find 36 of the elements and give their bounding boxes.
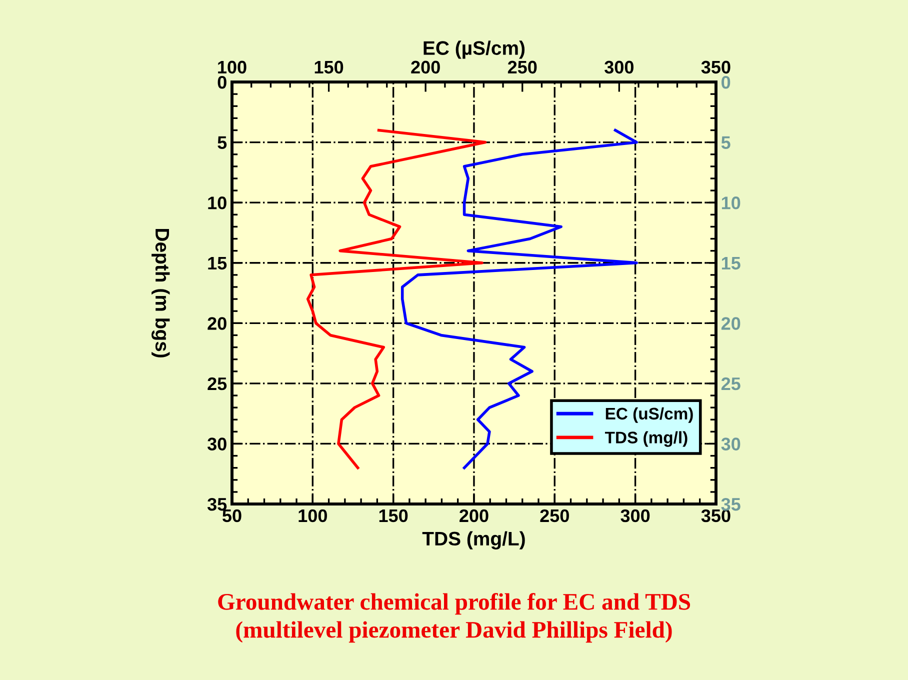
y-tick-label: 15 xyxy=(208,256,227,270)
text: Groundwater chemical profile for EC and TDS (multilevel piezometer David Phillips Field) xyxy=(218,592,690,643)
y-tick-label: 35 xyxy=(207,498,227,511)
y-axis-title: Depth (m bgs) xyxy=(151,228,170,358)
y2-tick-label: 0 xyxy=(722,76,730,89)
y-tick-label: 10 xyxy=(208,196,226,210)
x-axis-title: TDS (mg/L) xyxy=(422,531,525,550)
y2-tick-label: 25 xyxy=(721,377,740,390)
x2-tick-label: 350 xyxy=(701,60,730,74)
x-tick-label: 250 xyxy=(540,509,569,522)
y-tick-label: 30 xyxy=(207,438,226,450)
x-tick-label: 300 xyxy=(620,509,650,522)
x2-tick-label: 300 xyxy=(604,60,634,74)
y2-tick-label: 5 xyxy=(721,136,730,150)
y2-tick-label: 10 xyxy=(722,196,740,210)
x2-tick-label: 150 xyxy=(314,60,344,74)
y-tick-label: 20 xyxy=(208,317,226,330)
y2-tick-label: 15 xyxy=(722,256,740,270)
y2-tick-label: 35 xyxy=(721,498,740,511)
y2-tick-label: 20 xyxy=(721,317,740,330)
y2-tick-label: 30 xyxy=(721,438,740,450)
x-tick-label: 100 xyxy=(298,509,327,522)
x-tick-label: 350 xyxy=(701,509,730,522)
x2-tick-label: 250 xyxy=(508,60,537,74)
legend-label: TDS (mg/l) xyxy=(604,431,688,447)
y-tick-label: 25 xyxy=(208,377,227,390)
x2-axis-title: EC (µS/cm) xyxy=(424,40,525,59)
x-tick-label: 50 xyxy=(222,509,242,522)
line-series xyxy=(306,128,487,470)
y-tick-label: 0 xyxy=(218,76,226,89)
x2-tick-label: 100 xyxy=(218,60,246,74)
legend-label: EC (uS/cm) xyxy=(606,407,693,423)
x2-tick-label: 200 xyxy=(411,60,440,74)
x-tick-label: 200 xyxy=(460,509,488,522)
x-tick-label: 150 xyxy=(379,509,408,522)
y-tick-label: 5 xyxy=(218,136,227,150)
